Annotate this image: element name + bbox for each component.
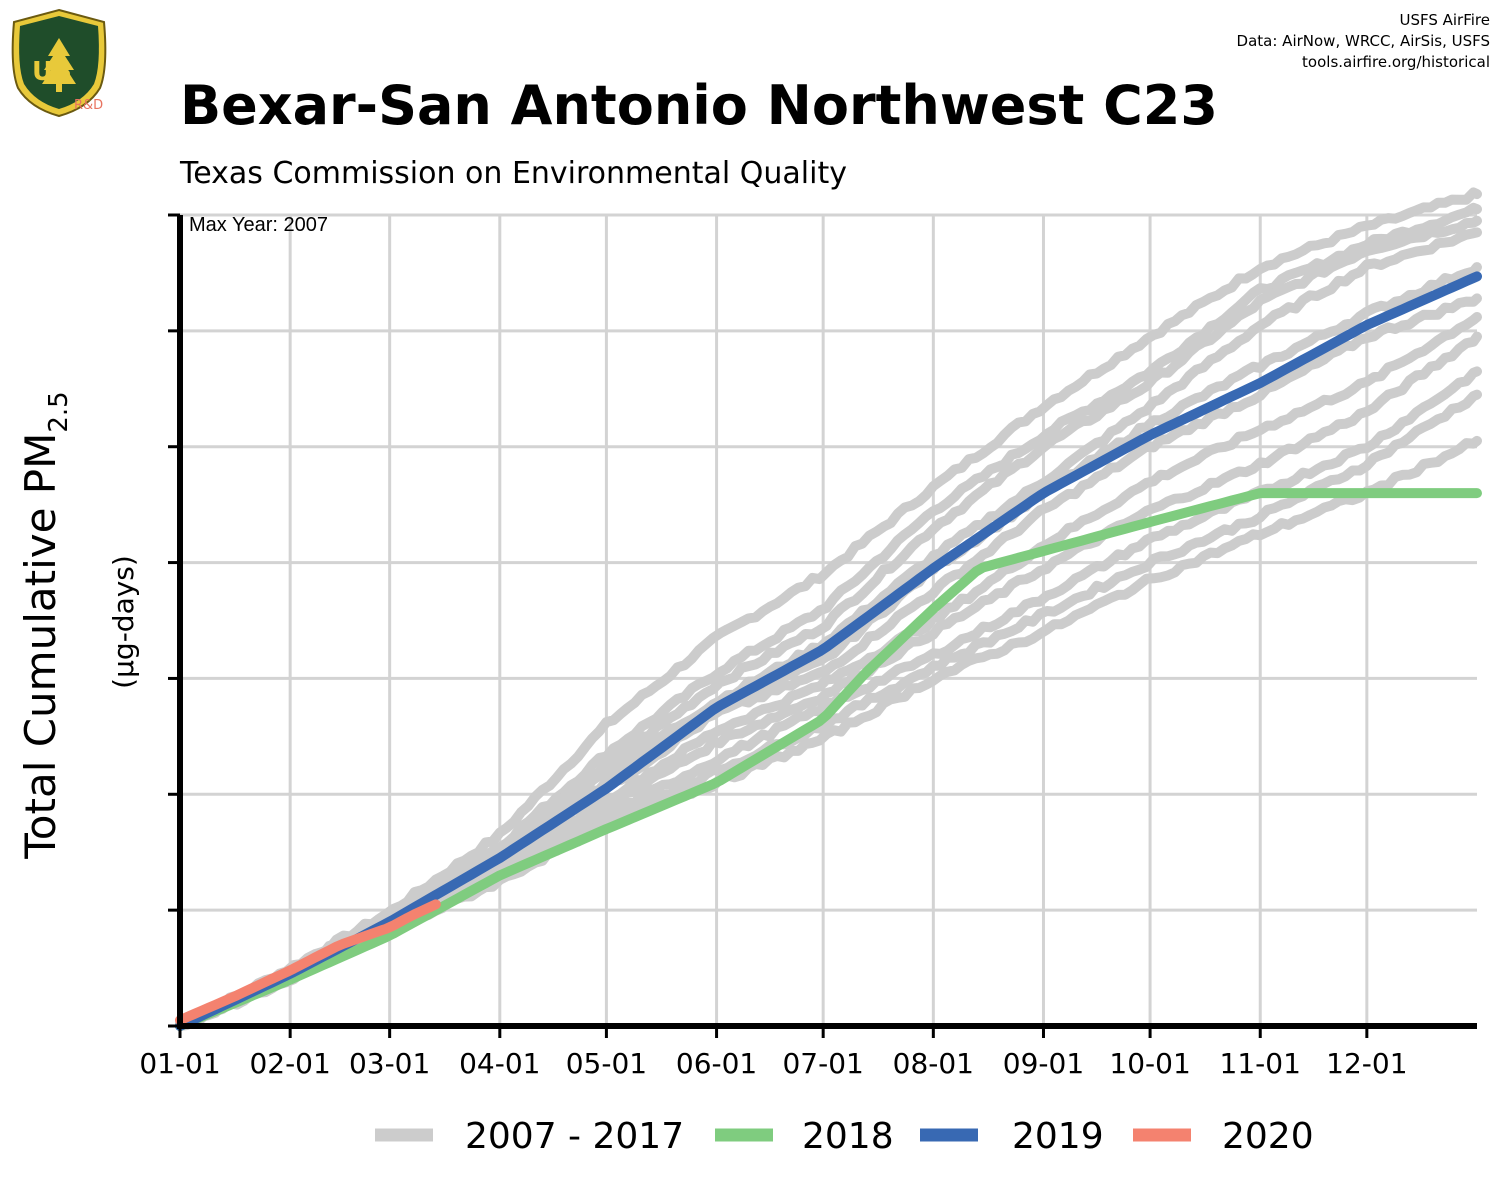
- x-tick-label: 10-01: [1109, 1047, 1190, 1080]
- credits: USFS AirFire Data: AirNow, WRCC, AirSis,…: [1237, 10, 1490, 73]
- x-tick-label: 03-01: [349, 1047, 430, 1080]
- series-line-y2020: [175, 899, 441, 1026]
- chart-subtitle: Texas Commission on Environmental Qualit…: [180, 156, 847, 191]
- credit-line: tools.airfire.org/historical: [1302, 53, 1490, 71]
- y-axis-title-text: Total Cumulative PM2.5: [16, 391, 74, 859]
- credit-line: Data: AirNow, WRCC, AirSis, USFS: [1236, 32, 1490, 50]
- legend-label: 2019: [1012, 1116, 1104, 1157]
- series-line-y2018: [175, 488, 1482, 1031]
- legend: 2007 - 2017 2018 2019 2020: [375, 1116, 1314, 1157]
- x-tick-label: 09-01: [1003, 1047, 1084, 1080]
- x-tick-label: 07-01: [782, 1047, 863, 1080]
- logo-badge: R&D: [74, 98, 104, 113]
- series-lines: [175, 187, 1482, 1031]
- x-tick-label: 05-01: [566, 1047, 647, 1080]
- logo-u: US: [32, 57, 72, 87]
- x-tick-label: 06-01: [676, 1047, 757, 1080]
- x-tick-label: 08-01: [893, 1047, 974, 1080]
- y-axis-label: Total Cumulative PM2.5 (µg-days): [16, 391, 140, 859]
- x-tick-label: 11-01: [1220, 1047, 1301, 1080]
- series-line-y2019: [175, 271, 1482, 1031]
- series-line-history: [175, 215, 1482, 1031]
- credit-line: USFS AirFire: [1399, 11, 1490, 29]
- y-axis-title-subscript: 2.5: [44, 391, 74, 432]
- axes: 01-01 02-01 03-01 04-01 05-01 06-01 07-01 08-01…: [139, 213, 1477, 1080]
- legend-label: 2007 - 2017: [465, 1116, 684, 1157]
- legend-label: 2018: [802, 1116, 894, 1157]
- x-tick-label: 12-01: [1326, 1047, 1407, 1080]
- x-tick-label: 04-01: [459, 1047, 540, 1080]
- max-year-annotation: Max Year: 2007: [189, 214, 328, 236]
- y-axis-units: (µg-days): [107, 555, 140, 689]
- y-axis-title-main: Total Cumulative PM: [16, 433, 65, 860]
- x-tick-label: 01-01: [139, 1047, 220, 1080]
- y-axis-units-text: (µg-days): [107, 555, 140, 689]
- legend-label: 2020: [1222, 1116, 1314, 1157]
- usfs-shield-icon: US R&D: [8, 8, 110, 118]
- y-axis-title: Total Cumulative PM2.5: [16, 391, 74, 859]
- chart-title: Bexar-San Antonio Northwest C23: [180, 74, 1218, 137]
- x-tick-label: 02-01: [249, 1047, 330, 1080]
